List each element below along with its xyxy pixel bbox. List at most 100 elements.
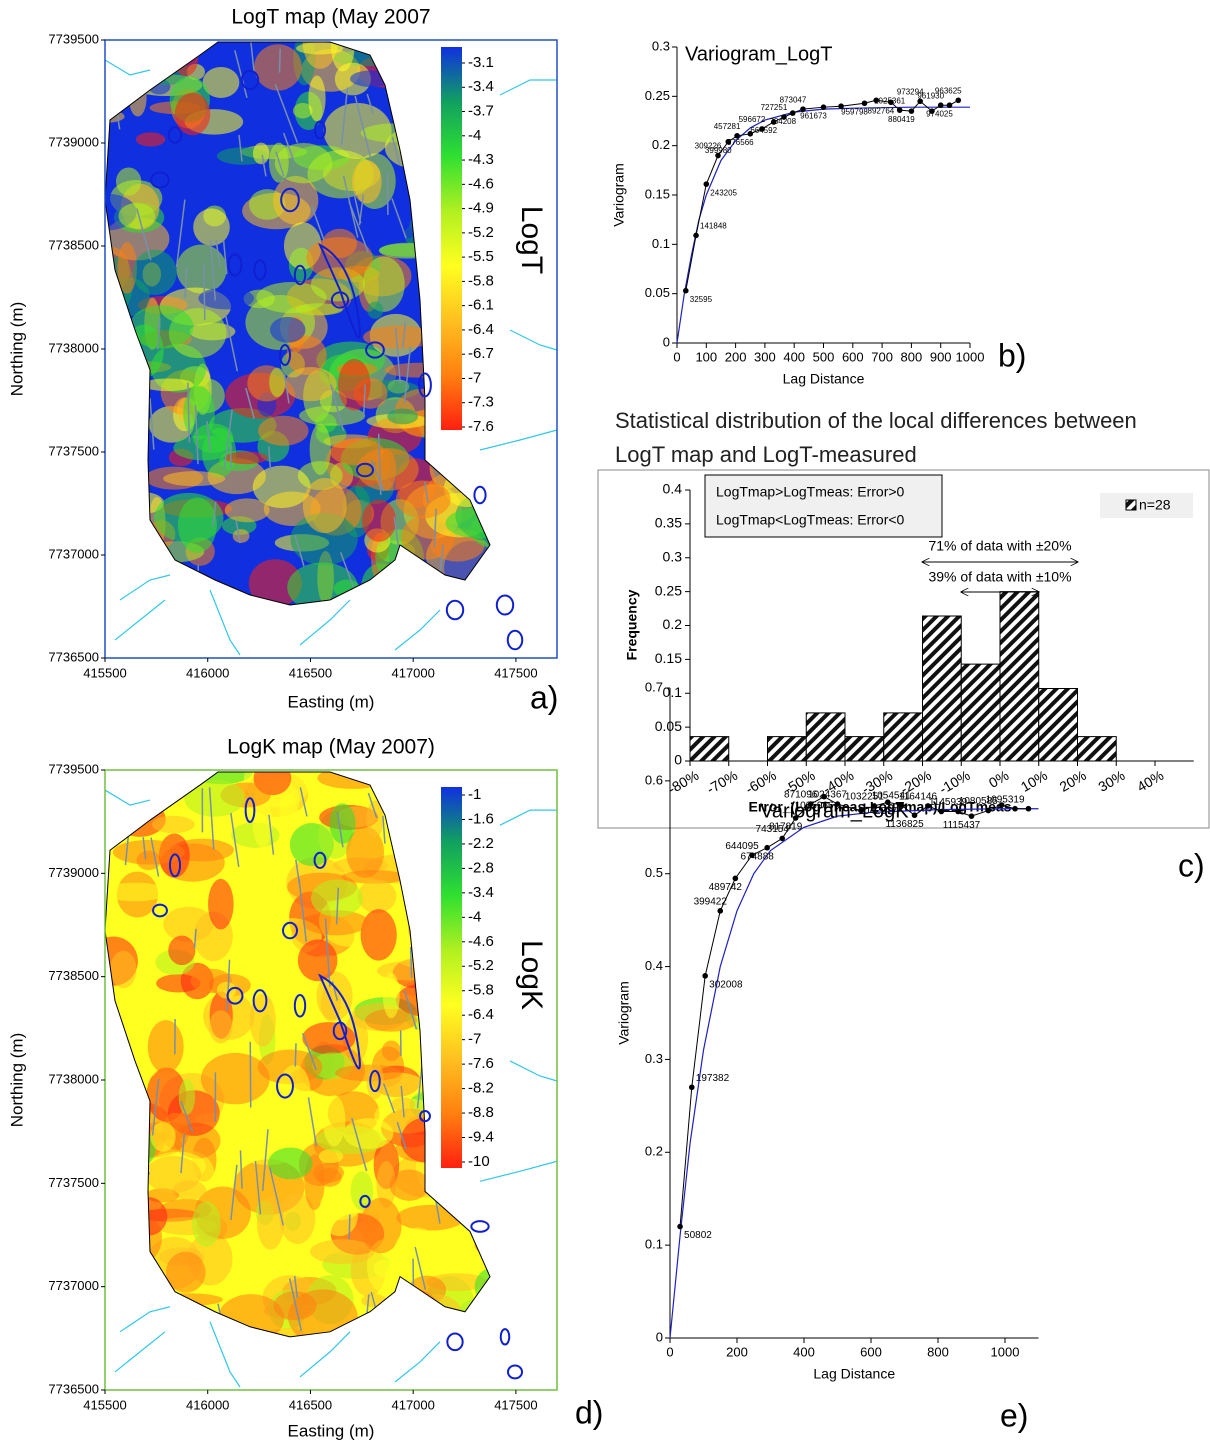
- fault: [215, 239, 221, 268]
- lake: [495, 594, 515, 616]
- fault: [366, 93, 374, 114]
- point: [1025, 805, 1032, 812]
- fault: [150, 837, 160, 877]
- map-blob: [105, 801, 148, 832]
- fault: [223, 409, 233, 470]
- map-blob: [474, 1267, 490, 1307]
- river: [104, 789, 151, 806]
- colorbar-tick-label: -10: [468, 1153, 490, 1170]
- panel-label: c): [1178, 847, 1205, 883]
- chart-title: Statistical distribution of the local di…: [615, 408, 1137, 467]
- chart-title: LogT map (May 2007: [231, 6, 430, 29]
- map-blob: [218, 1294, 285, 1337]
- colorbar: [441, 787, 462, 1168]
- lake: [293, 264, 307, 286]
- point-label: 963625: [935, 86, 962, 95]
- colorbar-tick-label: -5.5: [468, 248, 494, 265]
- colorbar-label: LogT: [515, 206, 548, 274]
- map-blob: [202, 66, 240, 98]
- map-blob: [163, 906, 214, 942]
- fault: [411, 59, 422, 86]
- map-blob: [176, 42, 195, 65]
- map-blob: [457, 1299, 490, 1334]
- colorbar-tick-label: -6.4: [468, 1006, 494, 1023]
- point: [896, 107, 903, 113]
- colorbar-tick-label: -4.3: [468, 151, 494, 168]
- map-blob: [184, 779, 245, 817]
- y-axis-label: Northing (m): [7, 1033, 26, 1127]
- map-blob: [107, 1241, 133, 1258]
- x-tick-label: 417500: [494, 665, 537, 680]
- map-blob: [382, 972, 400, 1019]
- lake: [506, 629, 524, 651]
- map-blob: [389, 1169, 430, 1201]
- y-tick-label: 7739000: [48, 134, 99, 149]
- x-tick-label: 0: [666, 1344, 673, 1359]
- x-tick-label: 600: [842, 349, 864, 364]
- point: [838, 103, 844, 109]
- point: [861, 100, 868, 107]
- point-label: 674888: [740, 851, 774, 862]
- river: [509, 1060, 558, 1082]
- point: [702, 973, 708, 979]
- map-blob: [124, 549, 169, 598]
- colorbar-tick-label: -2.8: [468, 859, 494, 876]
- lake: [359, 1194, 371, 1208]
- chart-title: LogK map (May 2007): [227, 736, 435, 759]
- fault: [180, 1133, 186, 1174]
- point: [725, 138, 732, 145]
- fault: [299, 787, 308, 817]
- point: [717, 908, 724, 914]
- point-label: 141848: [700, 222, 727, 231]
- map-blob: [200, 1052, 270, 1105]
- fault: [336, 812, 344, 848]
- point-label: 1025361: [874, 96, 906, 105]
- bar: [767, 736, 807, 762]
- colorbar-tick-label: -1.6: [468, 810, 494, 827]
- point: [792, 815, 799, 821]
- map-blob: [142, 378, 194, 392]
- fault: [403, 346, 412, 404]
- colorbar-tick-label: -5.8: [468, 982, 494, 999]
- map-blob: [145, 1155, 202, 1194]
- fault: [353, 192, 362, 224]
- y-tick-label: 7738500: [48, 968, 99, 983]
- map-blob: [364, 1008, 418, 1032]
- map-blob: [334, 1339, 356, 1358]
- fault: [403, 990, 418, 1030]
- legend-swatch: [1125, 499, 1137, 511]
- colorbar-tick-label: -5.2: [468, 224, 494, 241]
- map-blob: [121, 772, 161, 803]
- point-label: 644095: [725, 841, 759, 852]
- x-tick-label: 0: [673, 349, 680, 364]
- fault: [275, 151, 285, 177]
- x-tick-label: 417500: [494, 1397, 537, 1412]
- map-blob: [472, 578, 490, 605]
- map-blob: [323, 103, 392, 159]
- fault: [274, 84, 299, 144]
- annotation: LogTmap>LogTmeas: Error>0: [716, 484, 905, 500]
- point-label: 399422: [694, 896, 728, 907]
- point-label: 727251: [761, 103, 788, 112]
- map-blob: [441, 448, 488, 471]
- colorbar-tick-label: -7.6: [468, 418, 494, 435]
- y-axis-label: Northing (m): [7, 302, 26, 396]
- x-tick-label: 300: [754, 349, 776, 364]
- fault: [156, 318, 161, 350]
- map-blob: [351, 160, 382, 204]
- point: [998, 802, 1005, 808]
- point-label: 1095319: [986, 794, 1025, 805]
- point: [677, 1223, 683, 1230]
- x-tick-label: 415500: [83, 1397, 126, 1412]
- fault: [348, 1214, 351, 1240]
- y-tick-label: 0.15: [655, 650, 682, 666]
- y-tick-label: 7736500: [48, 649, 99, 664]
- map-blob: [108, 772, 144, 789]
- colorbar-tick-label: -7: [468, 1031, 481, 1048]
- map-blob: [105, 508, 153, 541]
- map-blob: [477, 1212, 490, 1226]
- point: [734, 133, 740, 139]
- fault: [367, 792, 378, 819]
- map-blob: [302, 1022, 356, 1055]
